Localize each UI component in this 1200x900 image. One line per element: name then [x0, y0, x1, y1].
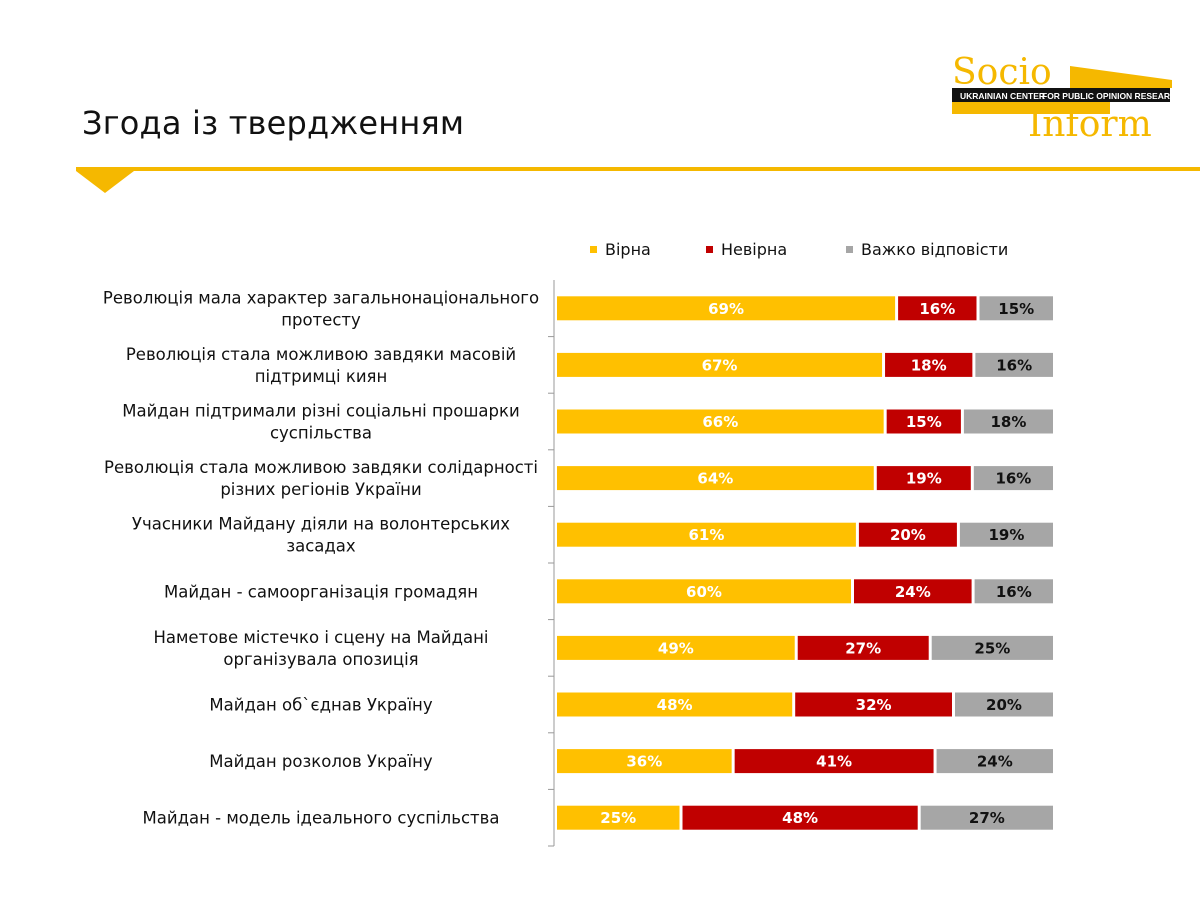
value-label-vazhko: 16% — [996, 583, 1032, 601]
value-label-virna: 69% — [708, 300, 744, 318]
value-label-nevirna: 24% — [895, 583, 931, 601]
legend-swatch-nevirna — [706, 246, 713, 253]
legend-label-virna: Вірна — [605, 240, 651, 259]
svg-text:Socio: Socio — [952, 52, 1052, 93]
value-label-vazhko: 20% — [986, 696, 1022, 714]
bar-segment-nevirna — [858, 522, 957, 547]
category-label: Наметове містечко і сцену на Майдані — [153, 628, 488, 647]
value-label-vazhko: 27% — [969, 809, 1005, 827]
chart-legend: Вірна Невірна Важко відповісти — [0, 240, 1200, 262]
legend-item-nevirna: Невірна — [706, 240, 787, 259]
category-label: підтримці киян — [255, 367, 388, 386]
bar-segment-virna — [557, 522, 856, 547]
bar-segment-nevirna — [886, 409, 961, 434]
value-label-vazhko: 16% — [995, 470, 1031, 488]
bar-segment-virna — [557, 635, 795, 660]
value-label-nevirna: 41% — [816, 753, 852, 771]
value-label-vazhko: 24% — [977, 753, 1013, 771]
bar-segment-vazhko — [955, 692, 1053, 717]
bar-segment-virna — [557, 805, 680, 830]
value-label-vazhko: 19% — [988, 526, 1024, 544]
category-label: Майдан об`єднав Україну — [209, 696, 432, 715]
value-label-virna: 67% — [702, 356, 738, 374]
legend-label-nevirna: Невірна — [721, 240, 788, 259]
legend-swatch-virna — [590, 246, 597, 253]
svg-text:Inform: Inform — [1028, 104, 1152, 142]
value-label-virna: 48% — [657, 696, 693, 714]
bar-segment-nevirna — [682, 805, 918, 830]
value-label-vazhko: 25% — [974, 639, 1010, 657]
category-label: протесту — [281, 310, 361, 329]
bar-segment-nevirna — [734, 749, 934, 774]
category-label: Революція мала характер загальнонаціонал… — [103, 288, 539, 307]
bar-segment-nevirna — [898, 296, 977, 321]
value-label-nevirna: 19% — [906, 470, 942, 488]
value-label-virna: 60% — [686, 583, 722, 601]
legend-item-vazhko: Важко відповісти — [846, 240, 1008, 259]
socio-inform-logo: UKRAINIAN CENTER FOR PUBLIC OPINION RESE… — [952, 52, 1172, 142]
category-label: різних регіонів України — [220, 480, 421, 499]
value-label-virna: 36% — [626, 753, 662, 771]
category-label: Учасники Майдану діяли на волонтерських — [132, 515, 510, 534]
bar-segment-virna — [557, 296, 896, 321]
bar-segment-vazhko — [959, 522, 1053, 547]
category-label: засадах — [286, 537, 356, 556]
bar-segment-nevirna — [795, 692, 952, 717]
bar-segment-virna — [557, 466, 874, 491]
bar-segment-vazhko — [974, 579, 1053, 604]
bar-segment-virna — [557, 749, 732, 774]
bar-segment-nevirna — [854, 579, 972, 604]
bar-segment-nevirna — [885, 352, 973, 377]
legend-swatch-vazhko — [846, 246, 853, 253]
bar-segment-vazhko — [931, 635, 1053, 660]
value-label-vazhko: 18% — [991, 413, 1027, 431]
value-label-vazhko: 16% — [996, 356, 1032, 374]
value-label-nevirna: 32% — [856, 696, 892, 714]
bar-segment-virna — [557, 352, 883, 377]
value-label-virna: 49% — [658, 639, 694, 657]
bar-segment-nevirna — [876, 466, 971, 491]
value-label-nevirna: 27% — [845, 639, 881, 657]
bar-segment-virna — [557, 409, 884, 434]
value-label-virna: 64% — [697, 470, 733, 488]
category-label: Майдан - модель ідеального суспільства — [143, 809, 500, 828]
category-label: Майдан розколов Україну — [209, 752, 433, 771]
svg-text:FOR PUBLIC OPINION RESEARCH: FOR PUBLIC OPINION RESEARCH — [1042, 91, 1172, 101]
category-label: Революція стала можливою завдяки масовій — [126, 345, 516, 364]
slide-title: Згода із твердженням — [82, 104, 465, 142]
bar-segment-vazhko — [979, 296, 1053, 321]
category-label: Майдан підтримали різні соціальні прошар… — [122, 402, 519, 421]
value-label-vazhko: 15% — [998, 300, 1034, 318]
value-label-nevirna: 48% — [782, 809, 818, 827]
bar-segment-vazhko — [973, 466, 1053, 491]
bar-segment-virna — [557, 692, 793, 717]
value-label-virna: 25% — [600, 809, 636, 827]
value-label-nevirna: 16% — [919, 300, 955, 318]
value-label-virna: 61% — [688, 526, 724, 544]
bar-segment-nevirna — [797, 635, 929, 660]
category-label: Революція стала можливою завдяки солідар… — [104, 458, 538, 477]
legend-item-virna: Вірна — [590, 240, 651, 259]
bar-segment-vazhko — [920, 805, 1053, 830]
bar-segment-vazhko — [936, 749, 1053, 774]
category-label: організувала опозиція — [223, 650, 418, 669]
bar-segment-virna — [557, 579, 851, 604]
bar-segment-vazhko — [963, 409, 1053, 434]
bar-segment-vazhko — [975, 352, 1053, 377]
category-label: суспільства — [270, 424, 372, 443]
title-underline — [76, 167, 1200, 171]
value-label-nevirna: 15% — [906, 413, 942, 431]
value-label-nevirna: 20% — [890, 526, 926, 544]
value-label-nevirna: 18% — [911, 356, 947, 374]
svg-text:UKRAINIAN CENTER: UKRAINIAN CENTER — [960, 91, 1045, 101]
category-label: Майдан - самоорганізація громадян — [164, 582, 478, 601]
legend-label-vazhko: Важко відповісти — [861, 240, 1009, 259]
title-underline-pointer — [76, 171, 134, 193]
value-label-virna: 66% — [702, 413, 738, 431]
